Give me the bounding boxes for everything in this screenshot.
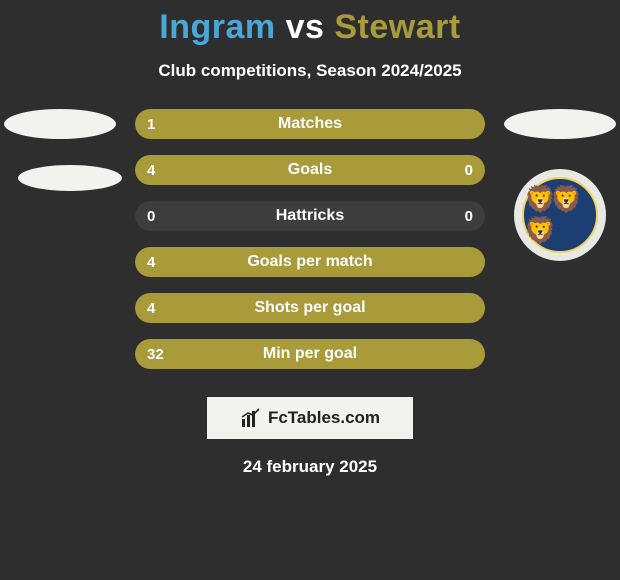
bar-fill-right	[401, 155, 485, 185]
bar-row: Goals per match4	[135, 247, 485, 277]
watermark: FcTables.com	[207, 397, 413, 439]
bar-fill-left	[135, 247, 485, 277]
content-area: 🦁🦁🦁 Matches1 Goals40 Hattricks00 Goals per …	[0, 109, 620, 389]
title-player2: Stewart	[334, 8, 460, 46]
title-vs: vs	[286, 8, 325, 46]
right-side-shape-1	[504, 109, 616, 139]
bar-fill-left	[135, 155, 401, 185]
subtitle-text: Club competitions, Season 2024/2025	[0, 61, 620, 81]
comparison-canvas: Ingram vs Stewart Club competitions, Sea…	[0, 0, 620, 580]
club-badge-inner: 🦁🦁🦁	[522, 177, 598, 253]
left-side-shape-2	[18, 165, 122, 191]
club-badge: 🦁🦁🦁	[514, 169, 606, 261]
title-player1: Ingram	[159, 8, 275, 46]
bar-track	[135, 201, 485, 231]
left-side-shape-1	[4, 109, 116, 139]
badge-lions-icon: 🦁🦁🦁	[524, 184, 596, 246]
bar-row: Shots per goal4	[135, 293, 485, 323]
bar-row: Matches1	[135, 109, 485, 139]
bar-fill-left	[135, 109, 485, 139]
bar-row: Hattricks00	[135, 201, 485, 231]
watermark-chart-icon	[240, 407, 262, 429]
bar-fill-left	[135, 339, 485, 369]
comparison-bars: Matches1 Goals40 Hattricks00 Goals per matc…	[135, 109, 485, 385]
bar-row: Goals40	[135, 155, 485, 185]
bar-fill-left	[135, 293, 485, 323]
date-text: 24 february 2025	[0, 457, 620, 477]
bar-row: Min per goal32	[135, 339, 485, 369]
page-title: Ingram vs Stewart	[0, 0, 620, 47]
watermark-text: FcTables.com	[268, 408, 380, 428]
